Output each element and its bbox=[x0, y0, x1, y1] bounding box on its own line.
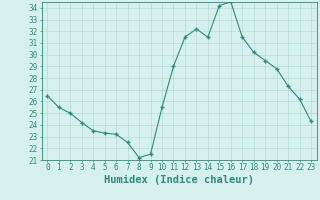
X-axis label: Humidex (Indice chaleur): Humidex (Indice chaleur) bbox=[104, 175, 254, 185]
